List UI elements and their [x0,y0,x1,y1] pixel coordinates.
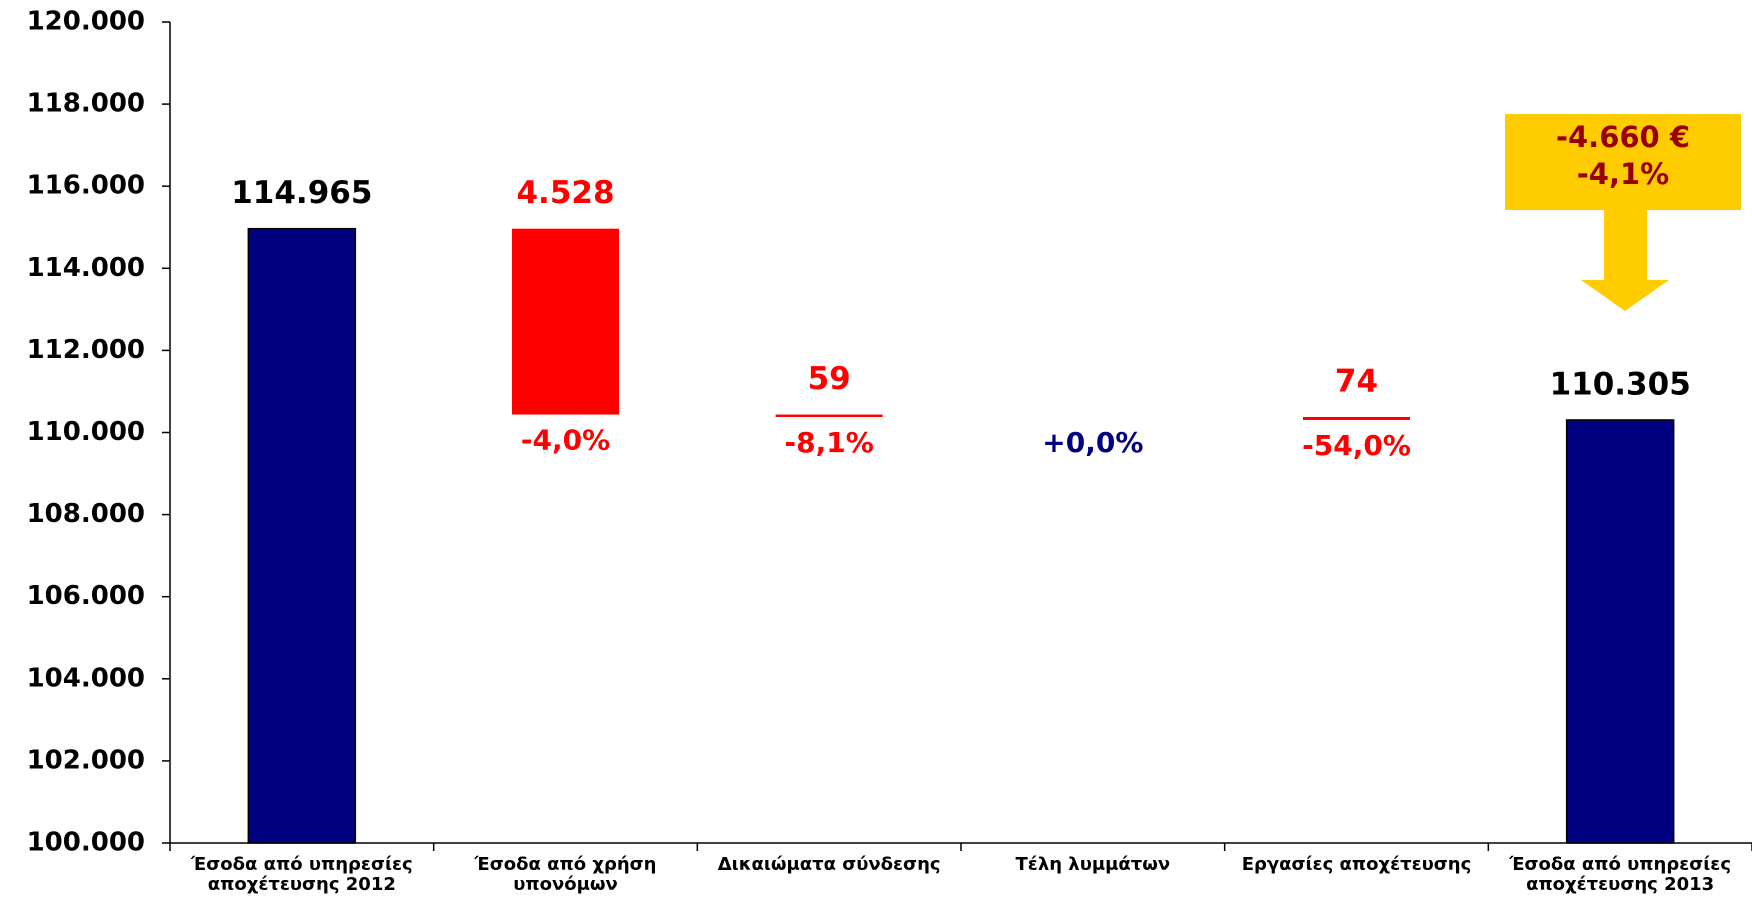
bar [512,228,619,415]
value-label: 110.305 [1550,366,1691,402]
bar [247,227,357,844]
y-tick-label: 106.000 [27,581,145,611]
y-tick-label: 108.000 [27,499,145,529]
callout-text: -4.660 € [1556,120,1690,154]
value-label: 4.528 [516,175,614,211]
percent-label: -54,0% [1302,429,1411,462]
bar [775,414,883,417]
value-label: 74 [1335,363,1378,399]
y-tick-label: 100.000 [27,828,145,858]
y-tick-label: 120.000 [27,7,145,37]
y-tick-label: 110.000 [27,417,145,447]
x-tick-label: Εργασίες αποχέτευσης [1241,854,1472,875]
bar [1303,416,1410,421]
bar [1565,419,1675,844]
callout-arrow [1581,210,1669,311]
callout: -4.660 € -4,1% [1505,114,1741,311]
x-tick-label: Έσοδα από υπηρεσίες αποχέτευσης 2012 [190,854,413,895]
y-tick-label: 104.000 [27,663,145,693]
y-tick-label: 114.000 [27,253,145,283]
callout-text: -4,1% [1577,157,1669,191]
callout-box [1505,114,1741,210]
x-tick-label: Έσοδα από υπηρεσίες αποχέτευσης 2013 [1509,854,1731,895]
value-label: 59 [808,361,851,397]
y-tick-label: 102.000 [27,745,145,775]
y-tick-label: 112.000 [27,335,145,365]
x-tick-label: Έσοδα από χρήση υπονόμων [474,854,657,895]
percent-label: -4,0% [521,424,610,457]
percent-label: +0,0% [1042,426,1143,459]
value-label: 114.965 [231,175,372,211]
y-tick-label: 118.000 [27,89,145,119]
y-tick-label: 116.000 [27,171,145,201]
percent-label: -8,1% [785,426,874,459]
x-tick-label: Δικαιώματα σύνδεσης [717,854,941,875]
x-tick-label: Τέλη λυμμάτων [1015,854,1171,875]
